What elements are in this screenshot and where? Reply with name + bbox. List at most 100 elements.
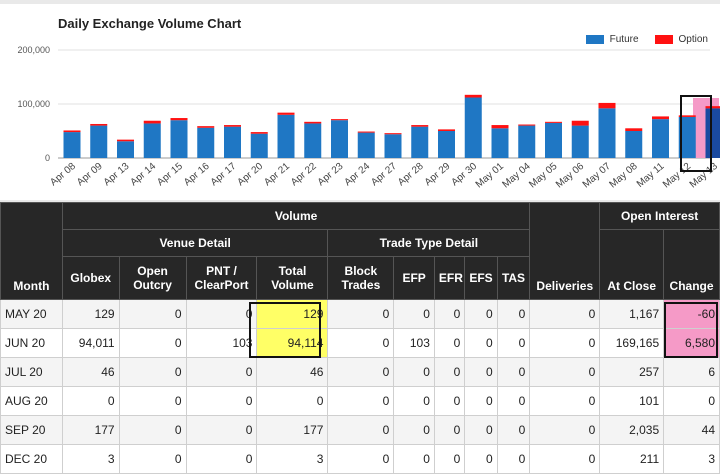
legend-item-option[interactable]: Option [655,34,708,45]
bar-future [358,133,375,158]
cell-open-outcry: 0 [119,329,186,358]
chart-title: Daily Exchange Volume Chart [58,16,241,31]
legend-label-option: Option [679,34,708,45]
bar-future [545,123,562,158]
bar-option [518,125,535,126]
header-month[interactable]: Month [1,203,63,300]
bar-option [679,115,696,117]
cell-open-outcry: 0 [119,300,186,329]
cell-globex: 94,011 [62,329,119,358]
cell-at-close: 257 [600,358,664,387]
bar-future [465,98,482,158]
cell-change: 44 [664,416,720,445]
cell-block-trades: 0 [328,300,394,329]
bar-option [465,95,482,98]
bar-option [652,116,669,119]
x-tick-label: Apr 21 [262,161,292,189]
cell-globex: 0 [62,387,119,416]
bar-future [278,115,295,158]
cell-tas: 0 [497,416,530,445]
cell-globex: 177 [62,416,119,445]
header-tas[interactable]: TAS [497,257,530,300]
cell-tas: 0 [497,445,530,474]
chart-legend: Future Option [586,34,708,45]
bar-future [331,120,348,158]
cell-month: JUL 20 [1,358,63,387]
cell-pnt-clearport: 0 [186,358,257,387]
cell-change: 6,580 [664,329,720,358]
cell-efr: 0 [434,300,464,329]
cell-efs: 0 [465,445,497,474]
cell-block-trades: 0 [328,358,394,387]
bar-option [144,121,161,124]
header-deliveries[interactable]: Deliveries [530,203,600,300]
cell-efr: 0 [434,445,464,474]
header-trade-type-detail: Trade Type Detail [328,230,530,257]
cell-open-outcry: 0 [119,358,186,387]
x-tick-label: Apr 22 [289,161,319,189]
header-open-outcry[interactable]: Open Outcry [119,257,186,300]
cell-deliveries: 0 [530,445,600,474]
header-at-close[interactable]: At Close [600,230,664,300]
bar-option [492,125,509,128]
bar-future [599,108,616,158]
header-block-trades[interactable]: Block Trades [328,257,394,300]
x-tick-label: Apr 13 [102,161,132,189]
bar-future [438,131,455,158]
x-tick-label: May 05 [527,161,560,191]
header-efp[interactable]: EFP [394,257,435,300]
cell-globex: 129 [62,300,119,329]
cell-month: JUN 20 [1,329,63,358]
x-tick-label: Apr 20 [236,161,266,189]
cell-globex: 46 [62,358,119,387]
bar-option [599,103,616,108]
bar-option [197,126,214,128]
cell-change: 3 [664,445,720,474]
bar-option [438,129,455,131]
cell-efp: 0 [394,445,435,474]
cell-change: -60 [664,300,720,329]
header-pnt-clearport[interactable]: PNT / ClearPort [186,257,257,300]
x-tick-label: May 04 [500,161,533,191]
x-tick-label: Apr 27 [369,161,399,189]
bar-future [224,127,241,158]
cell-pnt-clearport: 103 [186,329,257,358]
volume-table: Month Volume Deliveries Open Interest Ve… [0,202,720,474]
bar-option [251,132,268,134]
cell-total-volume: 129 [257,300,328,329]
bar-option [706,106,720,108]
cell-at-close: 2,035 [600,416,664,445]
cell-tas: 0 [497,387,530,416]
cell-month: AUG 20 [1,387,63,416]
header-change[interactable]: Change [664,230,720,300]
cell-deliveries: 0 [530,416,600,445]
cell-total-volume: 3 [257,445,328,474]
cell-change: 0 [664,387,720,416]
bar-future [304,123,321,158]
cell-efp: 0 [394,416,435,445]
header-total-volume[interactable]: Total Volume [257,257,328,300]
x-tick-label: Apr 09 [75,161,105,189]
cell-block-trades: 0 [328,329,394,358]
x-tick-label: Apr 29 [423,161,453,189]
bar-future [572,126,589,158]
header-efs[interactable]: EFS [465,257,497,300]
legend-item-future[interactable]: Future [586,34,639,45]
header-efr[interactable]: EFR [434,257,464,300]
cell-deliveries: 0 [530,387,600,416]
cell-pnt-clearport: 0 [186,300,257,329]
header-volume: Volume [62,203,529,230]
cell-deliveries: 0 [530,300,600,329]
x-tick-label: May 07 [581,161,614,191]
cell-at-close: 211 [600,445,664,474]
cell-tas: 0 [497,300,530,329]
header-globex[interactable]: Globex [62,257,119,300]
volume-table-container: Month Volume Deliveries Open Interest Ve… [0,202,720,474]
cell-globex: 3 [62,445,119,474]
bar-future [385,134,402,158]
bar-option [358,132,375,133]
